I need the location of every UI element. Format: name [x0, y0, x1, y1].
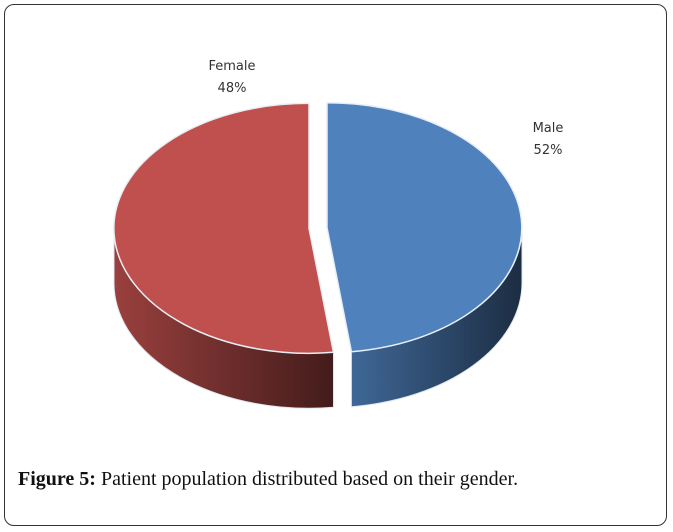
- caption-label: Figure 5:: [18, 468, 96, 490]
- data-label-value: 48%: [218, 81, 247, 96]
- slice: [113, 102, 335, 355]
- data-label-value: 52%: [534, 143, 563, 158]
- caption: Figure 5: Patient population distributed…: [18, 468, 518, 491]
- data-label-name: Female: [208, 59, 255, 74]
- slice: [326, 101, 523, 353]
- caption-text: Patient population distributed based on …: [100, 468, 519, 490]
- data-label-name: Male: [533, 121, 564, 136]
